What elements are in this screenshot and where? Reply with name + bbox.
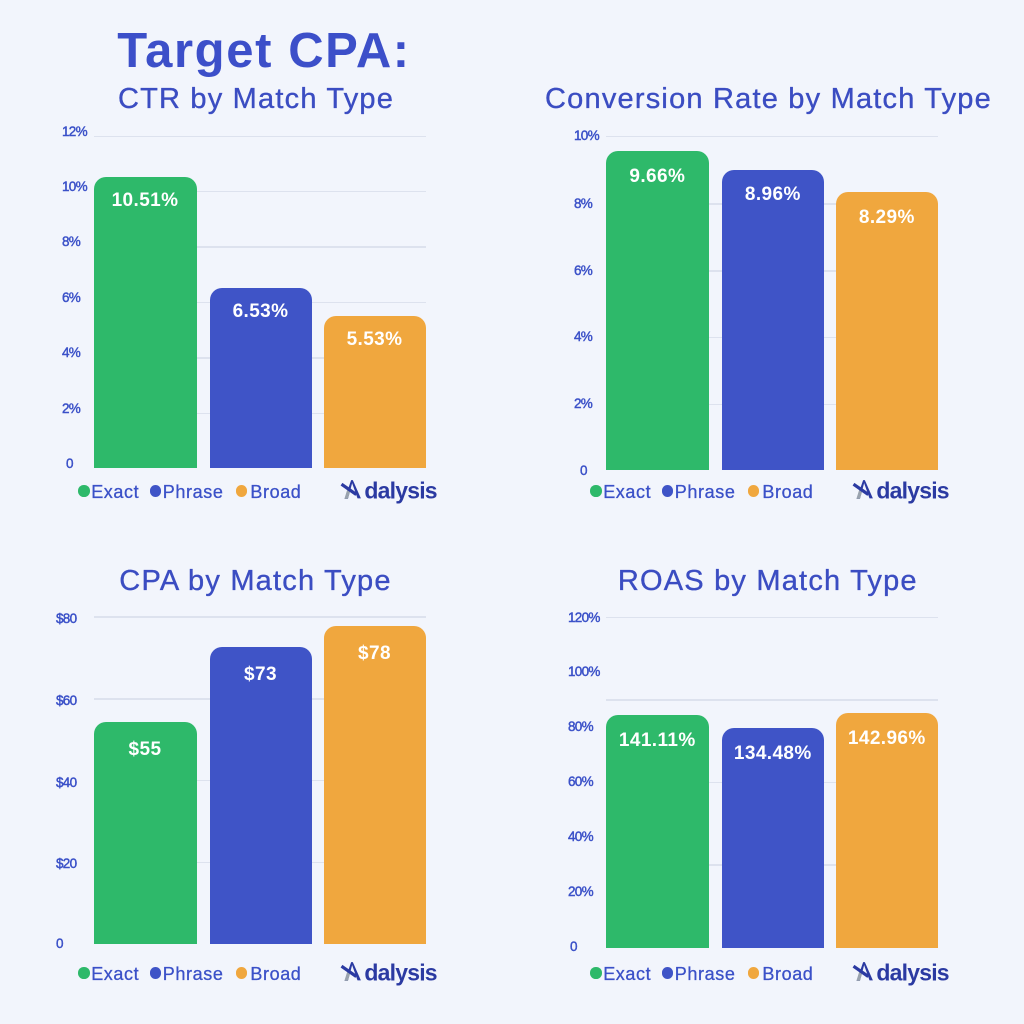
- svg-text:dalysis: dalysis: [364, 478, 436, 504]
- svg-text:dalysis: dalysis: [364, 960, 436, 986]
- svg-text:dalysis: dalysis: [876, 478, 948, 504]
- svg-text:dalysis: dalysis: [876, 960, 948, 986]
